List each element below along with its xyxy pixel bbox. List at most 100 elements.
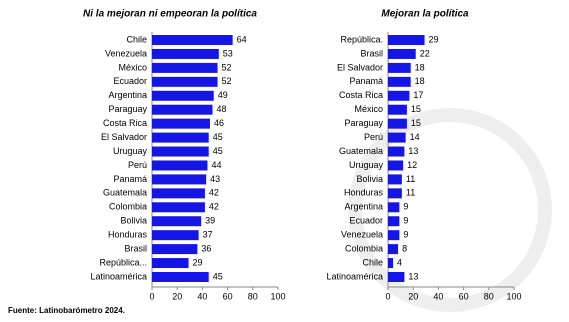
y-tick-label: Brasil (124, 243, 147, 253)
bar (388, 90, 410, 101)
bar (152, 76, 218, 87)
y-tick-label: Honduras (344, 188, 384, 198)
y-tick-label: Paraguay (108, 104, 147, 114)
y-tick-label: Argentina (108, 90, 147, 100)
value-label: 52 (222, 62, 232, 72)
y-tick-label: Perú (364, 132, 383, 142)
bar (388, 160, 404, 171)
value-label: 37 (203, 230, 213, 240)
bar (152, 132, 209, 143)
y-tick-label: Latinoamérica (326, 271, 383, 281)
value-label: 39 (205, 216, 215, 226)
bar (388, 62, 411, 73)
value-label: 4 (397, 257, 402, 267)
value-label: 9 (403, 202, 408, 212)
y-tick-label: Colombia (345, 243, 383, 253)
x-tick-label: 60 (223, 291, 233, 301)
bar (152, 118, 210, 129)
x-tick-label: 60 (459, 291, 469, 301)
value-label: 29 (429, 34, 439, 44)
value-label: 53 (223, 48, 233, 58)
value-label: 9 (403, 230, 408, 240)
value-label: 52 (222, 76, 232, 86)
x-tick-label: 40 (433, 291, 443, 301)
bar (388, 104, 407, 115)
value-label: 44 (211, 160, 221, 170)
value-label: 13 (408, 271, 418, 281)
y-tick-label: El Salvador (337, 62, 383, 72)
source: Fuente: Latinobarómetro 2024. (8, 306, 125, 315)
value-label: 45 (213, 132, 223, 142)
x-tick-label: 20 (408, 291, 418, 301)
y-tick-label: Honduras (108, 230, 148, 240)
x-tick-label: 40 (197, 291, 207, 301)
value-label: 9 (403, 216, 408, 226)
value-label: 45 (213, 271, 223, 281)
y-tick-label: Guatemala (103, 188, 147, 198)
bar (388, 216, 400, 227)
bar (152, 35, 233, 45)
bar (152, 48, 219, 59)
bar (152, 188, 205, 199)
chart-title: Mejoran la política (381, 9, 469, 20)
value-label: 12 (407, 160, 417, 170)
value-label: 43 (210, 174, 220, 184)
y-tick-label: Bolivia (120, 216, 147, 226)
bar (388, 146, 405, 157)
bar (388, 244, 399, 255)
bar (388, 258, 394, 269)
value-label: 13 (408, 146, 418, 156)
value-label: 11 (406, 174, 415, 184)
y-tick-label: Perú (128, 160, 147, 170)
bar (152, 216, 202, 227)
bar (152, 230, 199, 241)
y-tick-label: República... (99, 257, 147, 267)
bar (388, 202, 400, 213)
y-tick-label: Uruguay (349, 160, 384, 170)
y-tick-label: Venezuela (341, 230, 383, 240)
x-tick-label: 100 (270, 291, 285, 301)
bar (152, 244, 198, 255)
x-tick-label: 80 (248, 291, 258, 301)
value-label: 45 (213, 146, 223, 156)
value-label: 14 (410, 132, 420, 142)
bar (388, 48, 416, 59)
y-tick-label: Panamá (349, 76, 383, 86)
y-tick-label: Costa Rica (339, 90, 383, 100)
bar (388, 35, 425, 45)
bar (152, 272, 209, 282)
y-tick-label: Ecuador (349, 216, 383, 226)
y-tick-label: Ecuador (113, 76, 147, 86)
y-tick-label: Uruguay (113, 146, 148, 156)
value-label: 11 (406, 188, 415, 198)
y-tick-label: Guatemala (339, 146, 383, 156)
y-tick-label: Chile (362, 257, 383, 267)
x-tick-label: 100 (506, 291, 521, 301)
value-label: 15 (411, 104, 421, 114)
y-tick-label: Paraguay (344, 118, 383, 128)
bar (152, 146, 209, 157)
value-label: 42 (209, 202, 219, 212)
y-tick-label: El Salvador (101, 132, 147, 142)
value-label: 29 (193, 257, 203, 267)
value-label: 8 (402, 243, 407, 253)
bar (388, 132, 406, 143)
value-label: 18 (415, 62, 425, 72)
bar (388, 272, 405, 282)
bar (152, 62, 218, 73)
y-tick-label: Colombia (109, 202, 147, 212)
value-label: 42 (209, 188, 219, 198)
y-tick-label: México (118, 62, 147, 72)
bar (152, 202, 205, 213)
x-tick-label: 20 (172, 291, 182, 301)
bar (152, 174, 207, 185)
value-label: 46 (214, 118, 224, 128)
bar (152, 104, 213, 115)
value-label: 22 (420, 48, 430, 58)
bar (388, 118, 407, 129)
y-tick-label: México (354, 104, 383, 114)
value-label: 15 (411, 118, 421, 128)
chart-title: Ni la mejoran ni empeoran la política (83, 9, 257, 20)
